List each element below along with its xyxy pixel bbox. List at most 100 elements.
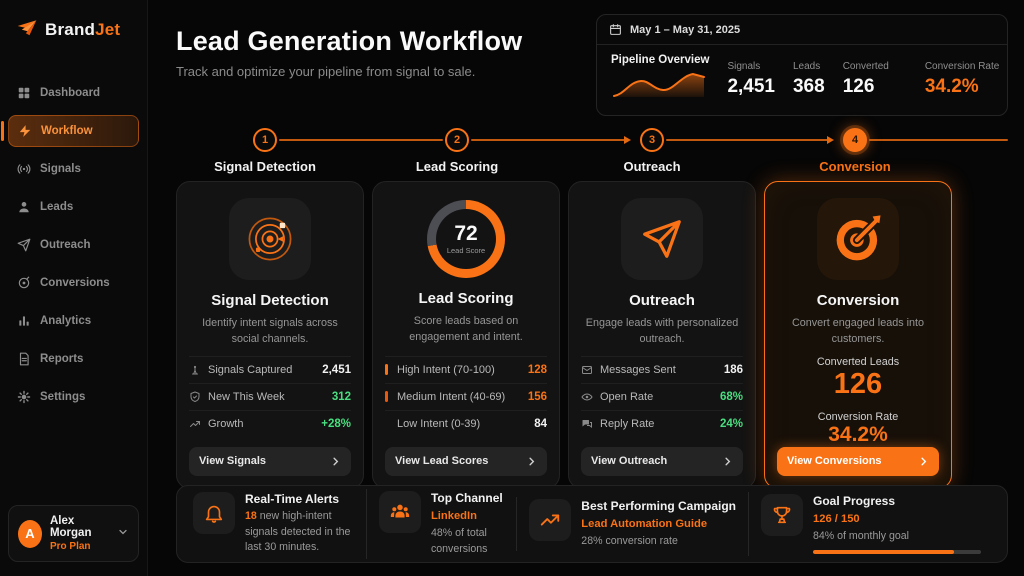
alerts-title: Real-Time Alerts [245, 492, 340, 507]
step-1-circle[interactable]: 1 [253, 128, 277, 152]
gear-icon [17, 390, 31, 404]
user-profile-card[interactable]: A Alex Morgan Pro Plan [8, 505, 139, 562]
sidebar-item-outreach[interactable]: Outreach [8, 229, 139, 261]
view-lead-scores-button[interactable]: View Lead Scores [385, 446, 547, 476]
shield-icon [189, 391, 201, 403]
stat-row-growth: Growth +28% [189, 409, 351, 437]
sidebar-item-reports[interactable]: Reports [8, 343, 139, 375]
stat-row-signals-captured: Signals Captured 2,451 [189, 355, 351, 383]
top-channel-item: Top Channel LinkedIn 48% of total convers… [365, 489, 516, 559]
sidebar-item-label: Signals [40, 163, 81, 175]
target-icon [17, 276, 31, 290]
insights-bar: Real-Time Alerts 18 new high-intent sign… [176, 485, 1008, 563]
sidebar-item-label: Dashboard [40, 87, 101, 99]
person-icon [17, 200, 31, 214]
goal-progress-item: Goal Progress 126 / 150 84% of monthly go… [748, 491, 993, 557]
send-icon [17, 238, 31, 252]
dashboard-grid-icon [17, 86, 31, 100]
sidebar-item-label: Workflow [41, 125, 93, 137]
step-connector [279, 139, 443, 141]
step-1-label: Signal Detection [214, 159, 316, 174]
goal-progress-fill [813, 550, 955, 555]
medium-intent-tick [385, 391, 388, 403]
brand-logo[interactable]: BrandJet [0, 0, 147, 53]
sidebar-nav: Dashboard Workflow Signals Leads Outreac… [0, 77, 147, 413]
sidebar: BrandJet Dashboard Workflow Signals Lead… [0, 0, 148, 576]
converted-leads-value: 126 [833, 368, 883, 401]
sidebar-item-conversions[interactable]: Conversions [8, 267, 139, 299]
workflow-cards: Signal Detection Identify intent signals… [176, 181, 952, 489]
avatar: A [18, 519, 42, 548]
best-campaign-value: Lead Automation Guide [581, 517, 708, 530]
top-channel-text: 48% of total conversions [430, 527, 488, 555]
best-campaign-item: Best Performing Campaign Lead Automation… [516, 496, 748, 552]
card-conversion: Conversion Convert engaged leads into cu… [764, 181, 952, 489]
user-plan-badge: Pro Plan [49, 541, 91, 552]
stat-signals: Signals 2,451 [727, 60, 775, 97]
user-name: Alex Morgan [49, 515, 92, 539]
alerts-text: 18 new high-intent signals detected in t… [245, 510, 351, 554]
paper-plane-icon [621, 198, 703, 280]
goal-progress-title: Goal Progress [813, 493, 896, 508]
stat-conversion-rate: Conversion Rate 34.2% [924, 60, 1000, 97]
stat-row-messages-sent: Messages Sent 186 [581, 355, 743, 383]
chevron-down-icon[interactable] [117, 525, 129, 543]
sidebar-item-analytics[interactable]: Analytics [8, 305, 139, 337]
step-4-circle[interactable]: 4 [843, 128, 867, 152]
lead-score-value: 72 [454, 222, 478, 245]
antenna-icon [189, 364, 201, 376]
sidebar-item-label: Analytics [40, 315, 92, 327]
card-outreach: Outreach Engage leads with personalized … [568, 181, 756, 489]
sidebar-item-label: Settings [40, 391, 86, 403]
sidebar-item-workflow[interactable]: Workflow [1, 115, 139, 147]
sidebar-item-label: Reports [40, 353, 84, 365]
stat-row-high-intent: High Intent (70-100) 128 [385, 355, 547, 383]
conversion-rate-value: 34.2% [828, 422, 888, 446]
card-description: Engage leads with personalized outreach. [585, 317, 739, 346]
step-2-label: Lead Scoring [415, 159, 499, 174]
broadcast-icon [17, 162, 31, 176]
radar-icon [229, 198, 311, 280]
goal-progress-value: 126 / 150 [813, 512, 860, 525]
sidebar-item-label: Conversions [40, 277, 110, 289]
brand-name: BrandJet [45, 20, 121, 39]
card-description: Convert engaged leads into customers. [791, 317, 925, 346]
lead-score-gauge: 72 Lead Score [427, 200, 505, 278]
view-conversions-button[interactable]: View Conversions [777, 446, 939, 476]
date-range-picker[interactable]: May 1 – May 31, 2025 [597, 15, 1007, 45]
card-lead-scoring: 72 Lead Score Lead Scoring Score leads b… [372, 181, 560, 489]
stat-row-open-rate: Open Rate 68% [581, 382, 743, 410]
pipeline-overview-panel: May 1 – May 31, 2025 Pipeline Overview S… [596, 14, 1008, 116]
stat-row-new-this-week: New This Week 312 [189, 382, 351, 410]
sidebar-item-settings[interactable]: Settings [8, 381, 139, 413]
high-intent-tick [385, 364, 388, 376]
view-outreach-button[interactable]: View Outreach [581, 446, 743, 476]
bell-icon [193, 492, 235, 535]
workflow-zap-icon [18, 124, 32, 138]
page-title: Lead Generation Workflow [176, 26, 523, 56]
step-2-circle[interactable]: 2 [445, 128, 469, 152]
bullseye-dart-icon [817, 198, 899, 280]
chevron-right-icon [330, 456, 341, 467]
converted-leads-label: Converted Leads [816, 356, 900, 369]
step-4-label: Conversion [819, 159, 891, 174]
stat-leads: Leads 368 [792, 60, 825, 97]
pipeline-overview-label: Pipeline Overview [611, 54, 710, 66]
card-title: Conversion [816, 292, 900, 309]
users-group-icon [378, 491, 421, 534]
sidebar-item-signals[interactable]: Signals [8, 153, 139, 185]
conversion-rate-label: Conversion Rate [817, 410, 899, 423]
sidebar-item-dashboard[interactable]: Dashboard [8, 77, 139, 109]
card-description: Score leads based on engagement and inte… [409, 315, 523, 344]
logo-plane-icon [12, 17, 38, 43]
realtime-alerts-item: Real-Time Alerts 18 new high-intent sign… [191, 490, 366, 557]
envelope-icon [581, 364, 593, 376]
step-3-circle[interactable]: 3 [640, 128, 664, 152]
card-title: Lead Scoring [418, 290, 514, 307]
sidebar-item-leads[interactable]: Leads [8, 191, 139, 223]
card-signal-detection: Signal Detection Identify intent signals… [176, 181, 364, 489]
view-signals-button[interactable]: View Signals [189, 446, 351, 476]
trophy-icon [761, 493, 803, 536]
document-icon [17, 352, 31, 366]
stat-row-reply-rate: Reply Rate 24% [581, 409, 743, 437]
